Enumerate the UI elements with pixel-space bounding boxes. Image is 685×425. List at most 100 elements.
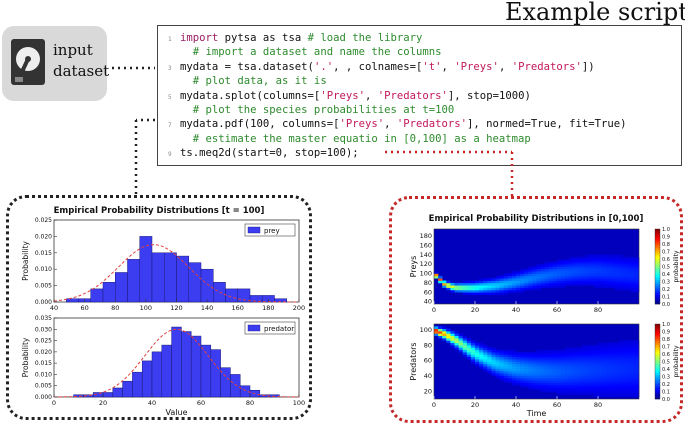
- heatmap-cell: [495, 282, 500, 286]
- heatmap-cell: [598, 375, 603, 379]
- heatmap-cell: [598, 285, 603, 288]
- heatmap-cell: [630, 266, 636, 270]
- heatmap-cell: [626, 264, 632, 267]
- heatmap-cell: [618, 370, 623, 374]
- heatmap-cell: [475, 345, 480, 348]
- heatmap-cell: [483, 280, 488, 284]
- heatmap-cell: [598, 366, 603, 369]
- colorbar-tick-label: 0.5: [662, 360, 670, 366]
- x-tick-label: 120: [170, 304, 182, 312]
- heatmap-cell: [626, 347, 632, 351]
- heatmap-cell: [622, 370, 627, 374]
- heatmap-cell: [622, 345, 627, 348]
- line-number: 5: [168, 93, 172, 101]
- heatmap-cell: [466, 347, 472, 351]
- heatmap-cell: [577, 352, 582, 355]
- heatmap-cell: [552, 359, 558, 362]
- heatmap-cell: [557, 282, 562, 286]
- heatmap-cell: [520, 352, 525, 355]
- heatmap-cell: [634, 268, 640, 272]
- heatmap-cell: [618, 387, 623, 390]
- heatmap-cell: [610, 391, 615, 395]
- heatmap-cell: [614, 380, 619, 383]
- heatmap-cell: [622, 268, 627, 272]
- code-token: # estimate the master equatio in [0,100]…: [180, 132, 531, 145]
- heatmap-cell: [602, 352, 607, 355]
- heatmap-cell: [626, 352, 632, 355]
- heatmap-cell: [602, 391, 607, 395]
- heatmap-cell: [593, 273, 599, 277]
- colorbar-tick-label: 0.8: [662, 337, 670, 343]
- heatmap-cell: [610, 368, 615, 372]
- heatmap-cell: [442, 338, 447, 341]
- heatmap-cell: [602, 373, 607, 376]
- heatmap-cell: [516, 373, 521, 376]
- chart-title: Empirical Probability Distributions [t =…: [54, 206, 265, 216]
- heatmap-cell: [470, 282, 476, 286]
- heatmap-cell: [483, 278, 488, 281]
- heatmap-cell: [536, 349, 541, 353]
- heatmap-cell: [499, 349, 504, 353]
- heatmap-cell: [544, 359, 550, 362]
- y-tick-label: 60: [424, 357, 432, 365]
- colorbar-segment: [655, 391, 660, 394]
- heatmap-cell: [569, 282, 574, 286]
- code-token: ], stop=1000): [447, 89, 531, 102]
- heatmap-cell: [495, 287, 500, 291]
- heatmap-cell: [614, 254, 619, 258]
- y-tick-label: 0.025: [35, 217, 52, 224]
- heatmap-cell: [634, 273, 640, 277]
- heatmap-cell: [630, 271, 636, 274]
- heatmap-cell: [581, 280, 586, 284]
- heatmap-cell: [610, 349, 615, 353]
- heatmap-cell: [630, 259, 636, 263]
- heatmap-cell: [520, 380, 525, 383]
- colorbar-segment: [655, 397, 660, 400]
- heatmap-cell: [483, 345, 488, 348]
- histogram-bar: [102, 392, 114, 398]
- heatmap-cell: [495, 354, 500, 358]
- colorbar-segment: [655, 385, 660, 389]
- heatmap-cell: [569, 384, 574, 388]
- heatmap-cell: [569, 280, 574, 284]
- heatmap-cell: [634, 347, 640, 351]
- heatmap-cell: [462, 335, 468, 339]
- x-tick-label: 80: [594, 401, 602, 409]
- heatmap-cell: [470, 292, 476, 295]
- heatmap-cell: [614, 370, 619, 374]
- colorbar-segment: [655, 289, 660, 292]
- heatmap-cell: [483, 285, 488, 288]
- heatmap-cell: [598, 373, 603, 376]
- heatmap-cell: [602, 282, 607, 286]
- input-label-line1: input: [53, 41, 93, 59]
- heatmap-cell: [475, 363, 480, 367]
- heatmap-cell: [602, 394, 607, 397]
- heatmap-cell: [524, 373, 529, 376]
- pdf-panel: Empirical Probability Distributions [t =…: [6, 195, 312, 420]
- heatmap-cell: [561, 282, 566, 286]
- heatmap-cell: [557, 354, 562, 358]
- x-tick-label: 180: [262, 304, 274, 312]
- heatmap-cell: [565, 268, 570, 272]
- heatmap-cell: [466, 345, 472, 348]
- heatmap-cell: [610, 275, 615, 279]
- heatmap-cell: [552, 382, 558, 386]
- heatmap-cell: [499, 352, 504, 355]
- heatmap-cell: [589, 257, 595, 260]
- heatmap-cell: [581, 278, 586, 281]
- heatmap-cell: [511, 280, 517, 284]
- heatmap-cell: [548, 366, 554, 369]
- heatmap-cell: [528, 366, 533, 369]
- heatmap-cell: [540, 375, 545, 379]
- heatmap-cell: [610, 387, 615, 390]
- colorbar-segment: [655, 361, 660, 364]
- heatmap-cell: [626, 356, 632, 360]
- heatmap-cell: [528, 287, 533, 291]
- heatmap-cell: [540, 366, 545, 369]
- heatmap-cell: [598, 394, 603, 397]
- heatmap-cell: [524, 377, 529, 381]
- heatmap-cell: [548, 359, 554, 362]
- heatmap-cell: [544, 264, 550, 267]
- heatmap-cell: [634, 282, 640, 286]
- heatmap-cell: [491, 361, 496, 365]
